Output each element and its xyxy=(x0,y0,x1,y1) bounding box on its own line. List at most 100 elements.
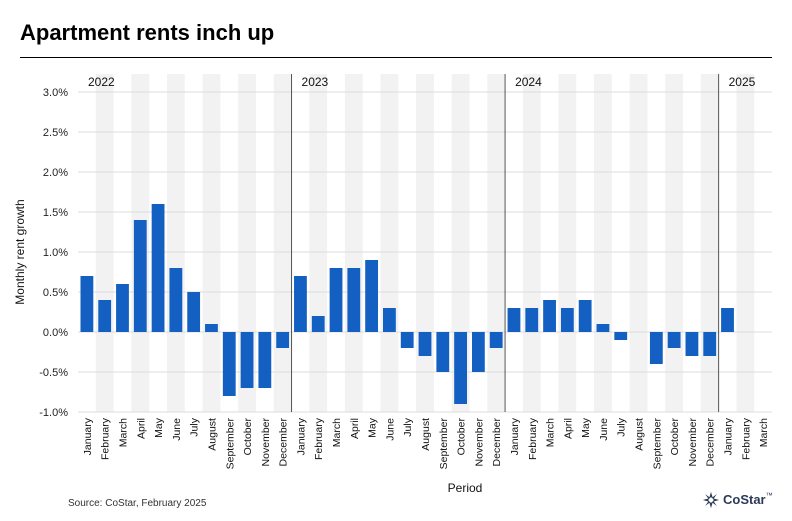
bar xyxy=(365,260,379,332)
bar xyxy=(276,332,290,348)
bar xyxy=(525,308,539,332)
bar xyxy=(560,308,574,332)
bar xyxy=(347,268,361,332)
background-band xyxy=(451,74,470,412)
bar xyxy=(721,308,734,332)
x-tick-label: December xyxy=(278,417,290,466)
bar xyxy=(489,332,503,348)
x-tick-label: August xyxy=(206,418,218,451)
bar xyxy=(80,276,94,332)
bar xyxy=(418,332,432,356)
y-tick-label: 2.5% xyxy=(43,127,68,139)
background-band xyxy=(344,74,363,412)
bar xyxy=(383,308,396,332)
x-tick-label: April xyxy=(135,418,147,439)
x-tick-label: November xyxy=(473,417,485,466)
bar xyxy=(454,332,467,404)
bar xyxy=(151,204,165,332)
bar xyxy=(329,268,343,332)
bar xyxy=(578,300,592,332)
x-tick-label: November xyxy=(260,417,272,466)
bar xyxy=(703,332,717,356)
y-tick-label: 1.0% xyxy=(43,247,68,259)
x-tick-label: April xyxy=(562,418,574,439)
background-band xyxy=(487,74,506,412)
year-label: 2023 xyxy=(302,75,329,89)
bar xyxy=(311,316,325,332)
x-tick-label: February xyxy=(313,417,325,460)
x-tick-label: October xyxy=(242,418,254,456)
background-band xyxy=(309,74,328,412)
background-band xyxy=(273,74,292,412)
bar xyxy=(436,332,450,372)
bar xyxy=(169,268,183,332)
background-band xyxy=(238,74,256,412)
bar xyxy=(98,300,112,332)
costar-logo-text: CoStar™ xyxy=(723,492,773,507)
x-tick-label: October xyxy=(456,418,468,456)
x-tick-label: May xyxy=(153,417,165,438)
y-tick-label: 2.0% xyxy=(43,167,68,179)
x-tick-label: November xyxy=(687,417,699,466)
x-tick-label: March xyxy=(545,418,557,447)
year-label: 2025 xyxy=(729,75,756,89)
bar xyxy=(187,292,201,332)
x-tick-label: January xyxy=(723,417,735,455)
bar xyxy=(294,276,307,332)
bar xyxy=(400,332,414,348)
x-tick-label: June xyxy=(384,418,396,441)
bar xyxy=(222,332,236,396)
background-band xyxy=(594,74,612,412)
background-band xyxy=(558,74,577,412)
x-tick-label: September xyxy=(651,418,663,470)
x-tick-label: January xyxy=(509,417,521,455)
x-tick-label: July xyxy=(402,417,414,436)
x-tick-label: May xyxy=(367,417,379,438)
bar xyxy=(507,308,521,332)
costar-star-icon xyxy=(702,491,720,509)
x-tick-label: March xyxy=(117,418,129,447)
bar xyxy=(667,332,681,348)
bar xyxy=(543,300,556,332)
y-tick-label: 0.5% xyxy=(43,287,68,299)
x-tick-label: August xyxy=(634,418,646,451)
bar xyxy=(205,324,218,332)
x-tick-label: August xyxy=(420,418,432,451)
x-tick-label: April xyxy=(349,418,361,439)
x-tick-label: December xyxy=(491,417,503,466)
bar xyxy=(649,332,663,364)
x-tick-label: September xyxy=(224,418,236,470)
x-tick-label: October xyxy=(669,418,681,456)
background-band xyxy=(736,74,755,412)
x-tick-label: July xyxy=(189,417,201,436)
y-tick-label: 0.0% xyxy=(43,327,68,339)
x-tick-label: December xyxy=(705,417,717,466)
bar xyxy=(258,332,272,388)
bar xyxy=(116,284,129,332)
background-band xyxy=(700,74,719,412)
y-tick-label: -1.0% xyxy=(39,407,68,419)
title-divider xyxy=(20,57,772,58)
x-tick-label: July xyxy=(616,417,628,436)
x-tick-label: March xyxy=(758,418,770,447)
bar xyxy=(240,332,254,388)
bar xyxy=(614,332,628,340)
bar xyxy=(133,220,147,332)
x-tick-label: September xyxy=(438,418,450,470)
x-tick-label: June xyxy=(171,418,183,441)
background-band xyxy=(522,74,541,412)
background-band xyxy=(202,74,221,412)
source-note: Source: CoStar, February 2025 xyxy=(68,498,207,509)
x-tick-label: March xyxy=(331,418,343,447)
x-tick-label: February xyxy=(527,417,539,460)
bar xyxy=(596,324,610,332)
y-tick-label: 1.5% xyxy=(43,207,68,219)
chart-title: Apartment rents inch up xyxy=(20,20,275,45)
y-axis-title: Monthly rent growth xyxy=(13,199,27,304)
bar xyxy=(685,332,699,356)
x-tick-label: June xyxy=(598,418,610,441)
background-band xyxy=(665,74,684,412)
x-axis-title: Period xyxy=(448,481,483,495)
x-tick-label: January xyxy=(295,417,307,455)
